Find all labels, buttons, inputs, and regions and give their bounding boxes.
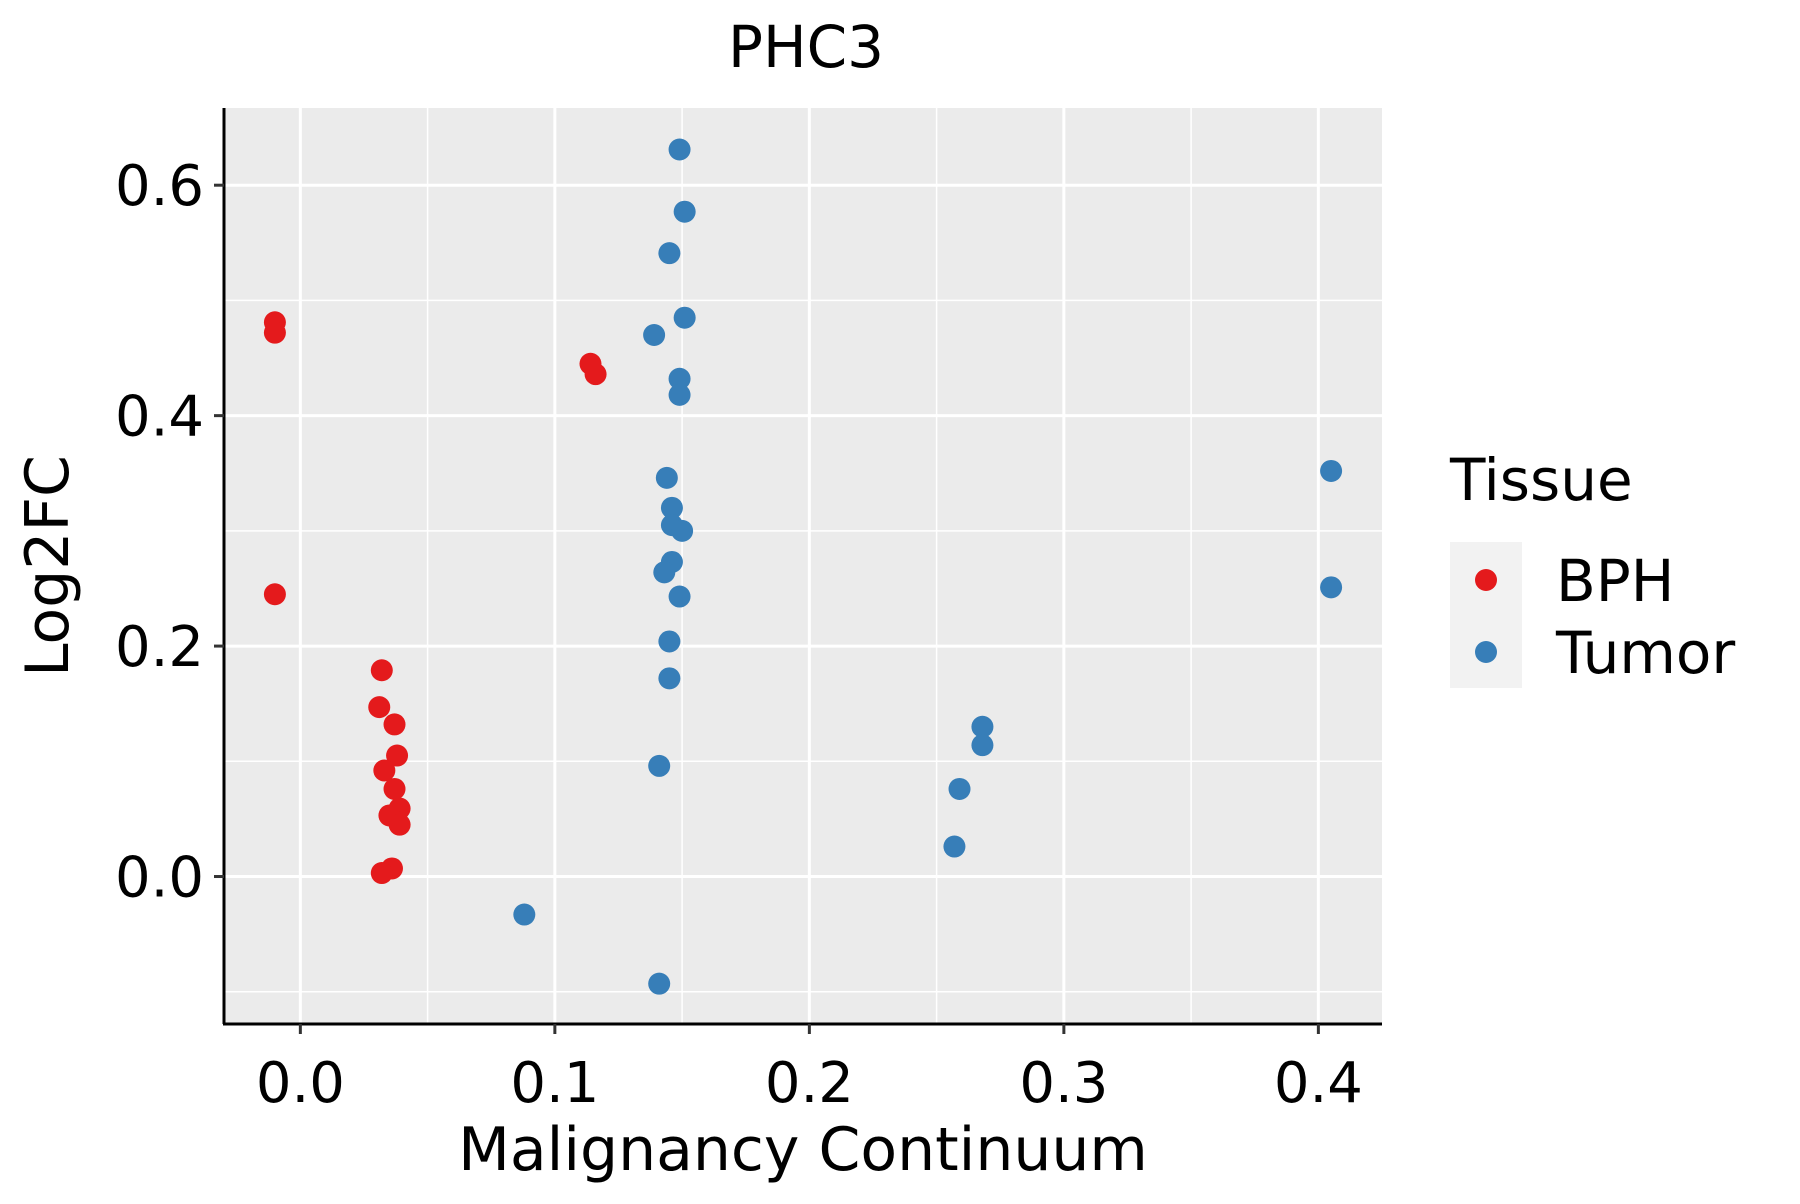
y-axis-label: Log2FC bbox=[13, 455, 83, 677]
data-point-bph bbox=[370, 659, 393, 682]
data-point-tumor bbox=[948, 777, 971, 800]
data-point-tumor bbox=[658, 630, 681, 653]
y-tick-label: 0.4 bbox=[115, 385, 204, 450]
x-axis-label: Malignancy Continuum bbox=[458, 1115, 1148, 1185]
legend-key-tumor bbox=[1475, 641, 1497, 663]
data-point-tumor bbox=[658, 667, 681, 690]
data-point-bph bbox=[368, 696, 391, 719]
data-point-tumor bbox=[668, 367, 691, 390]
x-tick-label: 0.1 bbox=[510, 1051, 599, 1116]
data-points bbox=[263, 138, 1343, 995]
data-point-tumor bbox=[943, 835, 966, 858]
data-point-tumor bbox=[1320, 459, 1343, 482]
data-point-bph bbox=[263, 321, 286, 344]
data-point-tumor bbox=[653, 561, 676, 584]
legend-key-background bbox=[1450, 542, 1522, 688]
y-tick-label: 0.2 bbox=[115, 615, 204, 680]
data-point-bph bbox=[383, 777, 406, 800]
data-point-tumor bbox=[648, 754, 671, 777]
data-point-bph bbox=[388, 813, 411, 836]
legend-key-bph bbox=[1475, 569, 1497, 591]
minor-gridlines bbox=[224, 108, 1382, 1024]
x-tick-label: 0.0 bbox=[256, 1051, 345, 1116]
data-point-bph bbox=[373, 759, 396, 782]
data-point-tumor bbox=[673, 200, 696, 223]
data-point-tumor bbox=[668, 383, 691, 406]
legend-title: Tissue bbox=[1449, 446, 1633, 514]
data-point-bph bbox=[584, 363, 607, 386]
major-gridlines bbox=[224, 108, 1382, 1024]
chart-title: PHC3 bbox=[728, 13, 884, 81]
data-point-tumor bbox=[655, 466, 678, 489]
data-point-tumor bbox=[660, 496, 683, 519]
data-point-tumor bbox=[658, 242, 681, 265]
x-tick-label: 0.2 bbox=[765, 1051, 854, 1116]
legend-label-bph: BPH bbox=[1556, 547, 1674, 615]
data-point-tumor bbox=[668, 585, 691, 608]
legend-label-tumor: Tumor bbox=[1555, 619, 1735, 687]
data-point-bph bbox=[263, 583, 286, 606]
data-point-tumor bbox=[643, 323, 666, 346]
y-tick-label: 0.0 bbox=[115, 846, 204, 911]
x-tick-label: 0.4 bbox=[1274, 1051, 1363, 1116]
data-point-tumor bbox=[671, 519, 694, 542]
data-point-bph bbox=[370, 862, 393, 885]
plot-panel bbox=[224, 108, 1382, 1024]
x-axis-ticks: 0.0 0.1 0.2 0.3 0.4 bbox=[256, 1024, 1363, 1116]
data-point-tumor bbox=[1320, 576, 1343, 599]
data-point-tumor bbox=[971, 715, 994, 738]
data-point-bph bbox=[383, 713, 406, 736]
data-point-tumor bbox=[673, 306, 696, 329]
y-tick-label: 0.6 bbox=[115, 154, 204, 219]
data-point-tumor bbox=[971, 734, 994, 757]
data-point-bph bbox=[386, 744, 409, 767]
data-point-tumor bbox=[513, 903, 536, 926]
data-point-tumor bbox=[668, 138, 691, 161]
x-tick-label: 0.3 bbox=[1019, 1051, 1108, 1116]
y-axis-ticks: 0.0 0.2 0.4 0.6 bbox=[115, 154, 224, 911]
data-point-tumor bbox=[648, 972, 671, 995]
